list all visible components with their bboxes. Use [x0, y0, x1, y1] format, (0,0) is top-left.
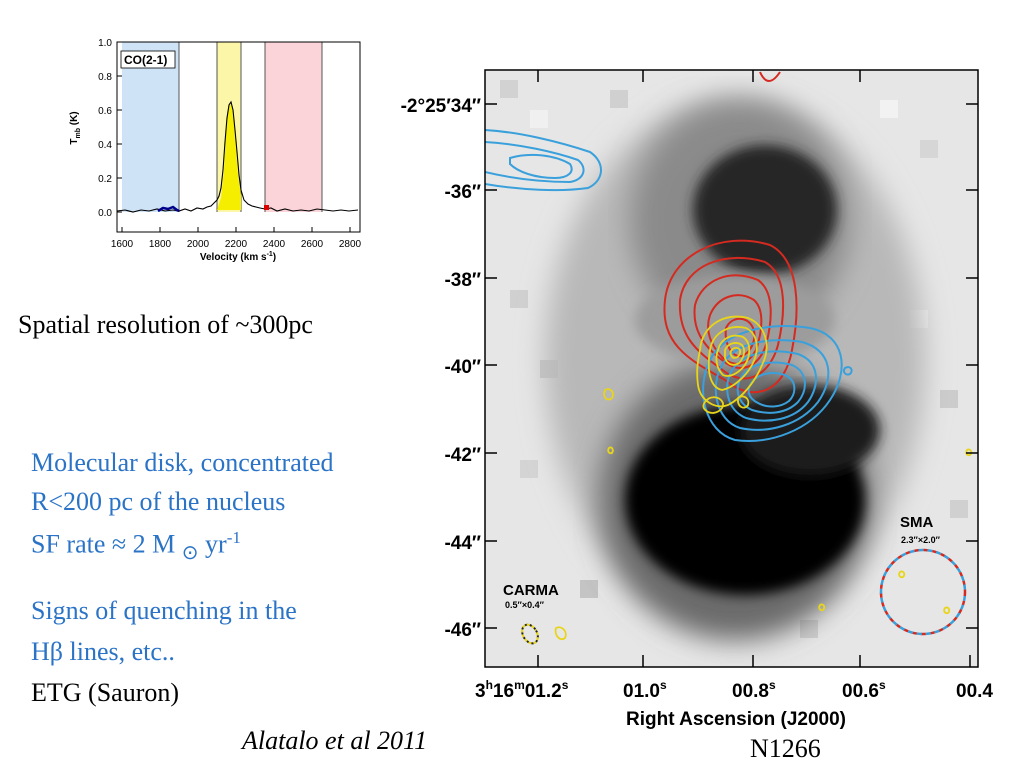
sun-symbol: ⊙	[181, 541, 199, 564]
blue-contour	[714, 339, 830, 431]
plot-frame	[116, 41, 361, 233]
yellow-contour	[696, 315, 768, 408]
disk-text-line1: Molecular disk, concentrated	[31, 448, 334, 477]
dec-tick-label: -36″	[444, 182, 481, 203]
contours	[485, 71, 973, 645]
y-axis: 0.0 0.2 0.4 0.6 0.8 1.0	[98, 38, 122, 219]
ra-axis-label: Right Ascension (J2000)	[626, 709, 846, 730]
x-tick-label: 2000	[187, 239, 210, 250]
ra-tick-label: 00.6s	[842, 678, 886, 702]
yellow-contour	[702, 396, 724, 414]
quenching-text-line1: Signs of quenching in the	[31, 596, 297, 625]
etg-text: ETG (Sauron)	[31, 678, 180, 707]
ra-labels: 3h16m01.2s 01.0s 00.8s 00.6s 00.4	[475, 678, 993, 702]
map-frame	[484, 69, 979, 668]
y-axis-label: Tmb (K)	[69, 111, 82, 144]
ra-tick-label: 3h16m01.2s	[475, 678, 569, 702]
redshifted-band	[265, 42, 322, 212]
dec-labels: -2°25′34″ -36″ -38″ -40″ -42″ -44″ -46″	[401, 96, 481, 641]
x-axis-label: Velocity (km s-1)	[200, 251, 276, 263]
yellow-contour	[737, 395, 750, 409]
sma-label: SMA	[900, 514, 934, 531]
co-contour-map: -2°25′34″ -36″ -38″ -40″ -42″ -44″ -46″ …	[401, 69, 993, 730]
carma-beam-size: 0.5″×0.4″	[505, 600, 545, 610]
blue-contour	[736, 361, 806, 414]
dec-tick-label: -38″	[444, 270, 481, 291]
x-tick-label: 2800	[339, 239, 362, 250]
sma-beam-circle	[879, 548, 967, 636]
y-tick-label: 0.4	[98, 140, 112, 151]
blue-contour-left	[485, 129, 602, 192]
ra-tick-label: 01.0s	[623, 678, 667, 702]
blue-contour-spot	[842, 366, 853, 376]
ra-tick-label: 00.4	[956, 681, 993, 702]
disk-text-line2: R<200 pc of the nucleus	[31, 487, 286, 516]
y-tick-label: 0.0	[98, 208, 112, 219]
blue-contour-left	[509, 153, 573, 180]
blue-contour	[702, 325, 843, 442]
blue-contour	[726, 350, 818, 422]
citation: Alatalo et al 2011	[242, 726, 428, 755]
red-contour-top	[759, 71, 781, 82]
yellow-contour-spot	[607, 446, 614, 455]
y-tick-label: 0.6	[98, 106, 112, 117]
galaxy-name: N1266	[750, 734, 821, 763]
ra-tick-label: 00.8s	[732, 678, 776, 702]
yellow-contour-spot	[554, 626, 567, 641]
x-tick-label: 1600	[111, 239, 134, 250]
yellow-contour	[729, 346, 742, 359]
greyscale-image	[485, 70, 978, 667]
x-tick-label: 2200	[225, 239, 248, 250]
yellow-contour-spot	[818, 603, 826, 612]
dec-tick-label: -2°25′34″	[401, 96, 481, 117]
panel-label-box	[120, 50, 176, 69]
x-axis: 1600 1800 2000 2200 2400 2600 2800	[111, 227, 362, 250]
sf-rate-text: SF rate ≈ 2 M ⊙ yr-1	[31, 528, 241, 564]
yellow-contour	[715, 334, 751, 377]
yellow-contour	[707, 326, 758, 391]
systemic-contours	[554, 315, 973, 641]
red-wing-highlight	[264, 205, 269, 210]
redshifted-contours	[663, 71, 798, 394]
dec-tick-label: -44″	[444, 533, 481, 554]
dec-tick-label: -40″	[444, 357, 481, 378]
dec-tick-label: -46″	[444, 620, 481, 641]
panel-label: CO(2-1)	[124, 53, 167, 67]
blue-contour-left	[485, 141, 585, 184]
carma-label: CARMA	[503, 582, 559, 599]
y-tick-label: 1.0	[98, 38, 112, 49]
co-spectrum-chart: 0.0 0.2 0.4 0.6 0.8 1.0 1600 1800 2000 2…	[69, 38, 362, 263]
blueshifted-contours	[485, 129, 853, 442]
blueshifted-band	[122, 42, 179, 212]
systemic-emission-fill	[217, 103, 241, 210]
dec-tick-marks	[485, 70, 978, 667]
x-tick-label: 2600	[301, 239, 324, 250]
red-contour	[678, 257, 785, 380]
y-tick-label: 0.2	[98, 174, 112, 185]
yellow-contour-spot	[898, 570, 906, 579]
y-tick-label: 0.8	[98, 72, 112, 83]
sma-beam-size: 2.3″×2.0″	[901, 535, 941, 545]
dec-tick-label: -42″	[444, 445, 481, 466]
spatial-resolution-text: Spatial resolution of ~300pc	[18, 310, 313, 339]
blue-contour	[747, 372, 796, 408]
x-tick-label: 1800	[149, 239, 172, 250]
red-contour	[663, 239, 798, 394]
yellow-contour	[724, 342, 746, 366]
x-tick-label: 2400	[263, 239, 286, 250]
yellow-contour-spot	[943, 606, 951, 615]
blue-wing-highlight	[157, 205, 180, 213]
yellow-contour-spot	[603, 388, 614, 401]
quenching-text-line2: Hβ lines, etc..	[31, 637, 175, 666]
